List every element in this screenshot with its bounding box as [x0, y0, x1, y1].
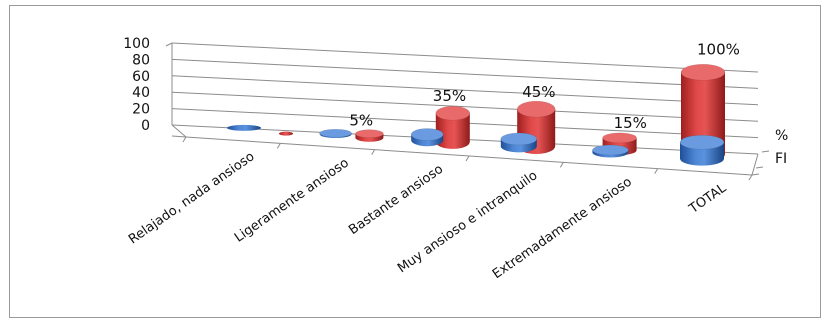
axis-stub: [171, 135, 187, 138]
x-tick: [276, 143, 281, 149]
x-tick: [654, 168, 659, 174]
depth-tick: [761, 150, 770, 153]
x-tick: [371, 149, 376, 155]
y-tick-label: 100: [123, 36, 150, 52]
y-tick-label: 20: [132, 102, 150, 118]
depth-tick: [755, 166, 764, 169]
bar-fi-4: [500, 132, 538, 153]
y-tick-label: 60: [132, 69, 150, 85]
series-axis-label: FI: [775, 151, 787, 167]
series-axis-label: %: [775, 128, 788, 144]
bar-fi-6: [679, 134, 725, 166]
series-fi: [227, 124, 725, 166]
x-tick: [465, 155, 470, 162]
category-label: Bastante ansioso: [346, 162, 446, 238]
x-tick: [559, 162, 564, 168]
bar-fi-1: [227, 124, 261, 131]
axes: [165, 42, 770, 181]
gridlines: [171, 42, 759, 155]
data-label: 35%: [433, 87, 466, 105]
data-label: 100%: [697, 40, 740, 58]
bar-percent-2: [355, 129, 384, 142]
gridline: [171, 58, 759, 89]
category-label: Ligeramente ansioso: [232, 155, 352, 245]
gridline: [171, 42, 759, 73]
bar-percent-3: [435, 105, 471, 149]
y-tick-label: 80: [132, 52, 150, 68]
x-tick: [182, 136, 187, 143]
floor-left-edge: [171, 124, 187, 138]
bar-fi-5: [592, 144, 629, 158]
bar-fi-2: [319, 128, 352, 139]
y-tick-label: 0: [141, 118, 150, 134]
bars: [227, 64, 726, 166]
y-tick-label: 40: [132, 85, 150, 101]
floor-right-edge: [751, 153, 759, 176]
data-label: 15%: [614, 114, 647, 132]
bar-percent-1: [279, 131, 293, 136]
data-label: 45%: [522, 83, 555, 101]
gridline: [171, 91, 759, 122]
depth-tick: [751, 173, 760, 176]
x-tick: [748, 174, 753, 181]
bar-fi-3: [410, 128, 444, 147]
gridline: [171, 75, 759, 106]
data-label: 5%: [349, 112, 373, 130]
category-label: TOTAL: [686, 180, 730, 217]
wall-corner: [165, 42, 173, 47]
